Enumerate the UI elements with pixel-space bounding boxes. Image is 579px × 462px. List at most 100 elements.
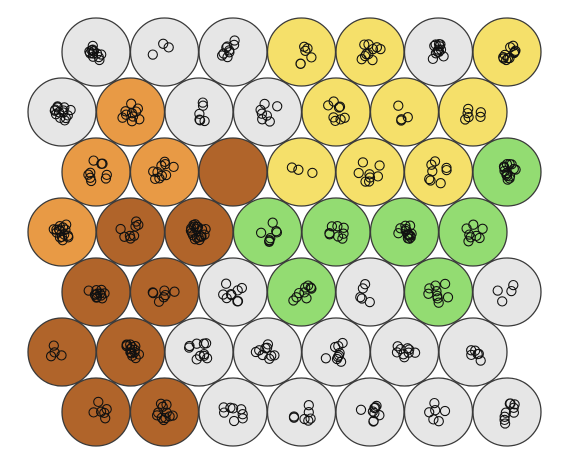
data-point-marker bbox=[504, 158, 515, 170]
som-node-circle bbox=[232, 77, 303, 147]
som-node bbox=[403, 377, 474, 447]
data-point-marker bbox=[271, 227, 283, 238]
som-node bbox=[129, 377, 200, 447]
data-point-marker bbox=[427, 53, 439, 65]
data-point-marker bbox=[99, 288, 110, 299]
data-point-marker bbox=[305, 413, 316, 424]
data-point-marker bbox=[91, 292, 102, 303]
data-point-marker bbox=[261, 342, 273, 353]
data-point-marker bbox=[460, 114, 471, 125]
data-point-marker bbox=[232, 295, 244, 307]
data-point-marker bbox=[339, 112, 350, 123]
data-point-marker bbox=[126, 116, 138, 127]
data-point-marker bbox=[167, 410, 178, 421]
data-point-marker bbox=[293, 287, 305, 299]
data-point-marker bbox=[433, 44, 444, 55]
data-point-marker bbox=[87, 40, 98, 52]
data-point-marker bbox=[264, 353, 275, 364]
data-point-marker bbox=[402, 112, 413, 123]
data-point-marker bbox=[492, 285, 503, 296]
som-node bbox=[403, 137, 474, 207]
data-point-marker bbox=[305, 282, 316, 293]
data-point-marker bbox=[87, 48, 99, 59]
som-node bbox=[95, 317, 166, 387]
data-point-marker bbox=[510, 164, 521, 175]
data-point-marker bbox=[53, 224, 65, 235]
data-point-marker bbox=[357, 157, 369, 168]
data-point-marker bbox=[218, 289, 229, 300]
data-point-marker bbox=[194, 115, 206, 126]
data-point-marker bbox=[369, 407, 380, 419]
data-point-marker bbox=[65, 104, 76, 116]
data-point-marker bbox=[151, 410, 163, 421]
data-point-marker bbox=[442, 292, 454, 303]
data-point-marker bbox=[371, 400, 382, 412]
data-point-marker bbox=[293, 164, 304, 175]
data-point-marker bbox=[500, 407, 511, 418]
data-point-marker bbox=[399, 352, 410, 363]
som-node-circle bbox=[61, 137, 131, 207]
data-point-marker bbox=[155, 398, 167, 409]
som-node bbox=[438, 317, 508, 387]
data-point-marker bbox=[502, 174, 513, 185]
som-node-circle bbox=[129, 257, 200, 327]
data-point-marker bbox=[430, 280, 441, 291]
som-node bbox=[335, 137, 405, 207]
data-point-marker bbox=[303, 400, 314, 411]
data-point-marker bbox=[363, 39, 374, 50]
som-node bbox=[198, 17, 268, 87]
som-node bbox=[266, 377, 337, 447]
data-point-marker bbox=[193, 232, 204, 243]
som-node bbox=[335, 257, 405, 327]
som-node-circle bbox=[369, 77, 440, 147]
som-node bbox=[129, 137, 200, 207]
data-point-marker bbox=[409, 347, 421, 358]
data-point-marker bbox=[433, 297, 444, 308]
som-node-circle bbox=[95, 197, 166, 267]
data-point-marker bbox=[430, 48, 442, 59]
data-point-marker bbox=[169, 286, 180, 297]
data-point-marker bbox=[62, 110, 73, 121]
data-point-marker bbox=[432, 290, 443, 302]
data-point-marker bbox=[236, 404, 247, 415]
data-point-marker bbox=[255, 227, 267, 238]
som-node bbox=[95, 77, 166, 147]
data-point-marker bbox=[228, 415, 240, 427]
data-point-marker bbox=[463, 111, 474, 123]
data-point-marker bbox=[439, 278, 451, 290]
data-point-marker bbox=[96, 284, 107, 296]
data-point-marker bbox=[168, 161, 179, 173]
som-node-circle bbox=[301, 77, 371, 147]
data-point-marker bbox=[374, 160, 385, 171]
som-node bbox=[61, 257, 131, 327]
data-point-marker bbox=[199, 115, 210, 127]
data-point-marker bbox=[462, 107, 473, 119]
data-point-marker bbox=[392, 341, 403, 352]
data-point-marker bbox=[288, 295, 299, 306]
som-node bbox=[335, 17, 405, 87]
data-point-marker bbox=[189, 221, 200, 232]
data-point-marker bbox=[250, 346, 262, 358]
som-node-circle bbox=[335, 137, 405, 207]
data-point-marker bbox=[508, 47, 520, 59]
data-point-marker bbox=[48, 340, 59, 351]
data-point-marker bbox=[328, 96, 339, 107]
data-point-marker bbox=[160, 169, 172, 181]
som-node-circle bbox=[472, 17, 542, 87]
data-point-marker bbox=[477, 223, 488, 234]
data-point-marker bbox=[127, 350, 138, 362]
data-point-marker bbox=[499, 418, 511, 429]
data-point-marker bbox=[502, 52, 514, 64]
data-point-marker bbox=[200, 338, 212, 349]
data-point-marker bbox=[56, 350, 67, 361]
data-point-marker bbox=[85, 172, 96, 183]
som-node bbox=[232, 197, 303, 267]
data-point-marker bbox=[147, 287, 158, 298]
som-node-circle bbox=[164, 77, 234, 147]
data-point-marker bbox=[269, 350, 280, 361]
som-node bbox=[438, 197, 508, 267]
data-point-marker bbox=[267, 217, 278, 228]
som-node bbox=[129, 257, 200, 327]
data-point-marker bbox=[499, 414, 510, 426]
